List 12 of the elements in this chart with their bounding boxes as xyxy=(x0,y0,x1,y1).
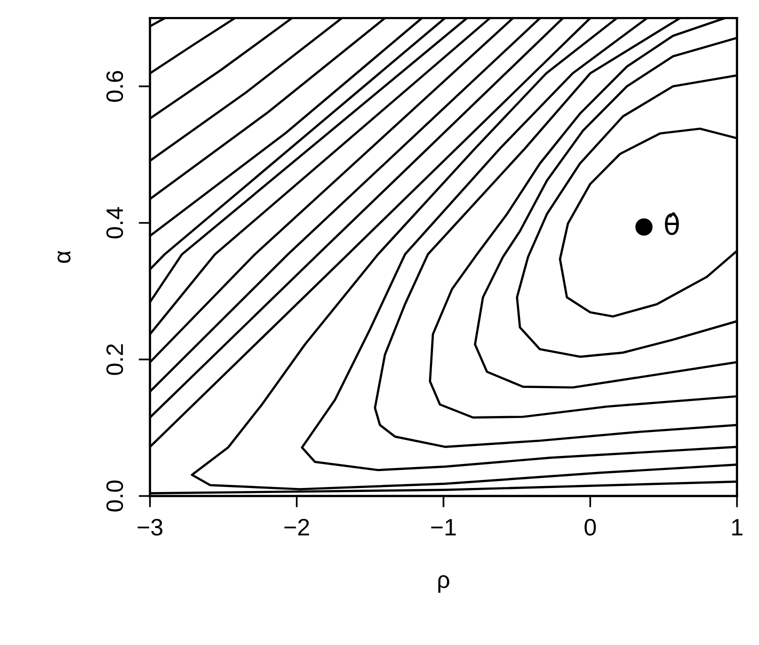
x-tick-label: −3 xyxy=(138,518,162,536)
x-tick-label: 1 xyxy=(732,519,742,536)
y-tick-label: 0.4 xyxy=(106,207,124,238)
x-axis-title: ρ xyxy=(438,575,450,593)
y-tick-label: 0.0 xyxy=(106,480,124,512)
annotation: θ̂ xyxy=(664,212,679,235)
y-tick-label: 0.2 xyxy=(106,344,124,375)
x-tick-label: 0 xyxy=(584,518,596,536)
y-tick-label: 0.6 xyxy=(106,70,124,102)
x-tick-label: −2 xyxy=(284,518,310,536)
y-axis-title: α xyxy=(58,250,71,263)
x-tick-label: −1 xyxy=(431,519,456,536)
